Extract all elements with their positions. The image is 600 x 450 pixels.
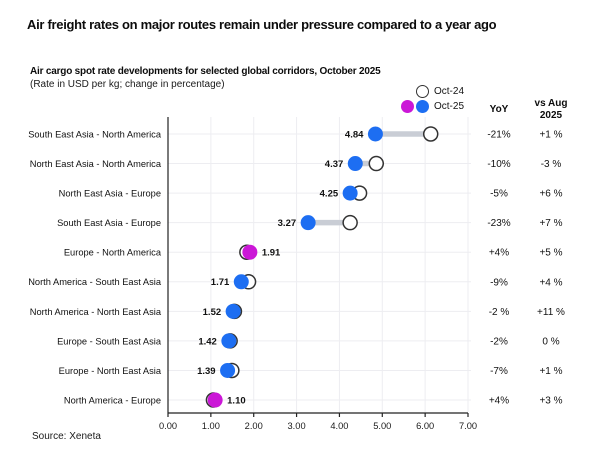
row-label: North East Asia - Europe	[59, 189, 161, 199]
vs-aug-value: +4 %	[539, 277, 562, 288]
source-note: Source: Xeneta	[32, 431, 101, 442]
yoy-value: -21%	[487, 130, 510, 141]
value-label: 1.42	[198, 336, 217, 347]
column-header-yoy: YoY	[489, 104, 509, 115]
vs-aug-value: 0 %	[542, 336, 559, 347]
value-label: 4.37	[325, 159, 344, 170]
value-label: 4.84	[345, 129, 364, 140]
column-header-vs-aug-line1: vs Aug	[534, 98, 568, 109]
row-label: North America - Europe	[64, 395, 161, 405]
yoy-value: -2 %	[489, 307, 510, 318]
oct25-dot	[300, 215, 316, 231]
row-label: South East Asia - Europe	[57, 218, 161, 228]
oct25-dot	[347, 156, 363, 172]
vs-aug-value: +7 %	[539, 218, 562, 229]
yoy-value: -9%	[490, 277, 508, 288]
value-label: 1.52	[203, 307, 222, 318]
yoy-value: -5%	[490, 189, 508, 200]
oct25-dot	[207, 392, 223, 408]
value-label: 1.91	[262, 248, 281, 259]
vs-aug-value: -3 %	[541, 159, 562, 170]
chart-subtitle-note: (Rate in USD per kg; change in percentag…	[30, 79, 225, 90]
yoy-value: -2%	[490, 336, 508, 347]
oct25-dot	[367, 126, 383, 142]
row-label: South East Asia - North America	[28, 129, 162, 139]
oct25-dot	[342, 185, 358, 201]
x-tick-label: 0.00	[159, 421, 177, 431]
yoy-value: -10%	[487, 159, 510, 170]
x-tick-label: 7.00	[459, 421, 477, 431]
x-tick-label: 4.00	[330, 421, 348, 431]
yoy-value: +4%	[489, 396, 509, 407]
x-tick-label: 6.00	[416, 421, 434, 431]
row-label: North East Asia - North America	[30, 159, 162, 169]
legend-oct24-label: Oct-24	[434, 86, 465, 97]
oct25-dot	[233, 274, 249, 290]
value-label: 4.25	[320, 189, 339, 200]
value-label: 1.71	[211, 277, 230, 288]
oct25-dot	[242, 244, 258, 260]
oct25-dot	[220, 362, 236, 378]
x-tick-label: 1.00	[202, 421, 220, 431]
page-title: Air freight rates on major routes remain…	[27, 17, 497, 32]
oct24-dot	[422, 126, 439, 142]
x-tick-label: 5.00	[373, 421, 391, 431]
yoy-value: -23%	[487, 218, 510, 229]
oct24-dot	[342, 214, 358, 231]
chart-subtitle: Air cargo spot rate developments for sel…	[30, 66, 381, 77]
column-header-vs-aug: vs Aug 2025	[526, 98, 576, 122]
x-tick-label: 2.00	[245, 421, 263, 431]
legend-oct25-label: Oct-25	[434, 101, 465, 112]
vs-aug-value: +3 %	[539, 396, 562, 407]
yoy-value: -7%	[490, 366, 508, 377]
row-label: Europe - North East Asia	[59, 366, 162, 376]
legend-oct25-blue-circle-icon	[416, 100, 429, 113]
value-label: 3.27	[278, 218, 297, 229]
vs-aug-value: +1 %	[539, 130, 562, 141]
row-label: North America - North East Asia	[30, 307, 162, 317]
oct25-dot	[221, 333, 237, 349]
x-tick-label: 3.00	[288, 421, 306, 431]
legend-oct24-open-circle-icon	[416, 85, 429, 98]
row-label: Europe - North America	[64, 248, 162, 258]
vs-aug-value: +1 %	[539, 366, 562, 377]
vs-aug-value: +11 %	[537, 307, 565, 318]
oct24-dot	[368, 155, 385, 172]
value-label: 1.39	[197, 366, 216, 377]
vs-aug-value: +5 %	[539, 248, 562, 259]
row-label: North America - South East Asia	[28, 277, 162, 287]
column-header-vs-aug-line2: 2025	[539, 110, 563, 121]
yoy-value: +4%	[489, 248, 509, 259]
legend-oct25-magenta-circle-icon	[401, 100, 414, 113]
value-label: 1.10	[227, 395, 246, 406]
vs-aug-value: +6 %	[539, 189, 562, 200]
row-label: Europe - South East Asia	[57, 336, 162, 346]
oct25-dot	[225, 303, 241, 319]
